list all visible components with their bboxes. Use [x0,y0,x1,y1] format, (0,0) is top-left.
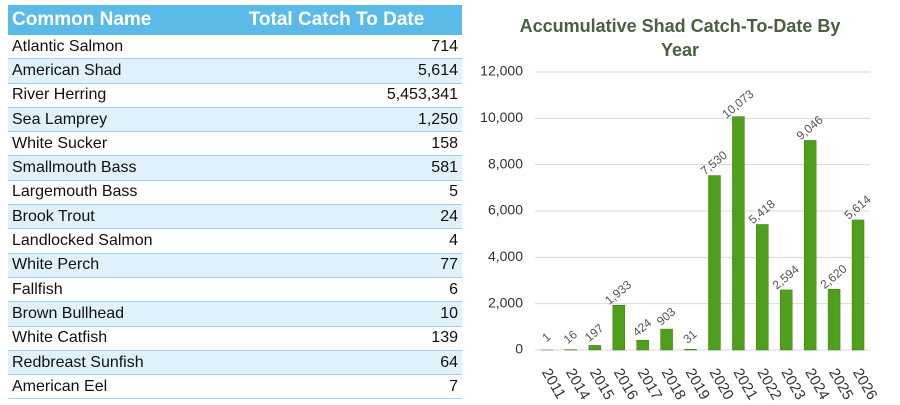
value-label: 2,620 [818,261,850,291]
chart-title: Accumulative Shad Catch-To-Date By Year [519,16,841,60]
name-cell: River Herring [8,83,212,108]
catch-cell: 6 [211,277,462,303]
header-cell: Total Catch To Date [211,5,462,35]
x-tick-label: 2022 [753,365,784,402]
bar [612,304,625,351]
x-tick-label: 2024 [801,365,832,402]
x-tick-label: 2026 [849,365,880,402]
x-tick-label: 2014 [562,365,593,402]
name-cell: Brook Trout [8,204,212,230]
value-label: 31 [680,327,699,347]
name-cell: Redbreast Sunfish [8,350,212,376]
value-label: 9,046 [794,113,826,143]
name-cell: White Catfish [8,326,212,351]
y-tick-label: 12,000 [480,63,523,79]
value-label: 903 [654,304,679,328]
table-row: White Perch 77 [8,253,462,278]
bar [708,175,721,351]
name-cell: Largemouth Bass [8,180,212,206]
catch-cell: 139 [211,326,462,351]
table-row: Sea Lamprey 1,250 [8,107,462,133]
table-row: Redbreast Sunfish 64 [8,350,462,376]
x-tick-label: 2019 [682,365,713,402]
value-label: 5,614 [842,192,874,222]
y-tick-label: 8,000 [488,155,523,171]
name-cell: Landlocked Salmon [8,228,212,254]
catch-cell: 77 [211,253,462,278]
value-label: 7,530 [698,148,730,178]
bar [780,289,793,351]
catch-cell: 10 [211,301,462,327]
x-tick-label: 2017 [634,365,665,402]
catch-table: Common Name Total Catch To Date Atlantic… [8,5,462,400]
table-row: Atlantic Salmon 714 [8,35,462,60]
y-tick-label: 10,000 [480,109,523,125]
catch-cell: 714 [211,35,462,60]
value-label: 5,418 [746,197,778,227]
table-row: Landlocked Salmon 4 [8,228,462,254]
bar [588,345,602,351]
x-tick-label: 2025 [825,365,856,402]
catch-cell: 4 [211,228,462,254]
table-row: River Herring 5,453,341 [8,83,462,108]
catch-cell: 158 [211,131,462,157]
value-label: 16 [561,327,580,347]
bar [851,219,865,351]
catch-cell: 581 [211,155,462,181]
bar [660,328,673,351]
value-label: 2,594 [770,262,802,292]
y-tick-label: 6,000 [488,202,523,218]
x-tick-label: 2020 [706,365,737,402]
table-row: Fallfish 6 [8,277,462,303]
name-cell: Brown Bullhead [8,301,212,327]
table-row: White Catfish 139 [8,326,462,351]
value-label: 424 [630,316,655,340]
bar [732,116,745,351]
table-row: White Sucker 158 [8,131,462,157]
name-cell: Fallfish [8,277,212,303]
catch-cell: 5 [211,180,462,206]
header-cell: Common Name [8,5,212,35]
catch-cell: 5,614 [211,58,462,84]
bar [803,140,817,351]
name-cell: White Sucker [8,131,212,157]
table-row: Smallmouth Bass 581 [8,155,462,181]
bar [684,349,697,351]
catch-cell: 64 [211,350,462,376]
y-tick-label: 0 [515,341,523,357]
catch-cell: 5,453,341 [211,83,462,108]
catch-cell: 7 [211,374,462,400]
name-cell: Sea Lamprey [8,107,212,133]
catch-cell: 24 [211,204,462,230]
table-row: Brook Trout 24 [8,204,462,230]
x-tick-label: 2015 [586,365,617,402]
name-cell: Smallmouth Bass [8,155,212,181]
catch-cell: 1,250 [211,107,462,133]
value-label: 10,073 [719,87,756,122]
value-label: 197 [582,321,607,345]
bar [827,289,841,351]
value-label: 1,933 [602,277,634,307]
table-row: Brown Bullhead 10 [8,301,462,327]
value-label: 1 [539,330,553,345]
bar [636,339,649,351]
name-cell: White Perch [8,253,212,278]
x-tick-label: 2011 [538,365,569,401]
table-row: American Eel 7 [8,374,462,400]
x-tick-label: 2021 [729,365,760,402]
bar [756,224,769,351]
table-header: Common Name Total Catch To Date [8,5,462,35]
x-tick-label: 2023 [777,365,808,402]
y-tick-label: 4,000 [488,248,523,264]
name-cell: American Shad [8,58,212,84]
name-cell: Atlantic Salmon [8,35,212,60]
x-tick-label: 2018 [658,365,689,402]
y-tick-label: 2,000 [488,294,523,310]
name-cell: American Eel [8,374,212,400]
x-tick-label: 2016 [610,365,641,402]
table-row: Largemouth Bass 5 [8,180,462,206]
table-row: American Shad 5,614 [8,58,462,84]
